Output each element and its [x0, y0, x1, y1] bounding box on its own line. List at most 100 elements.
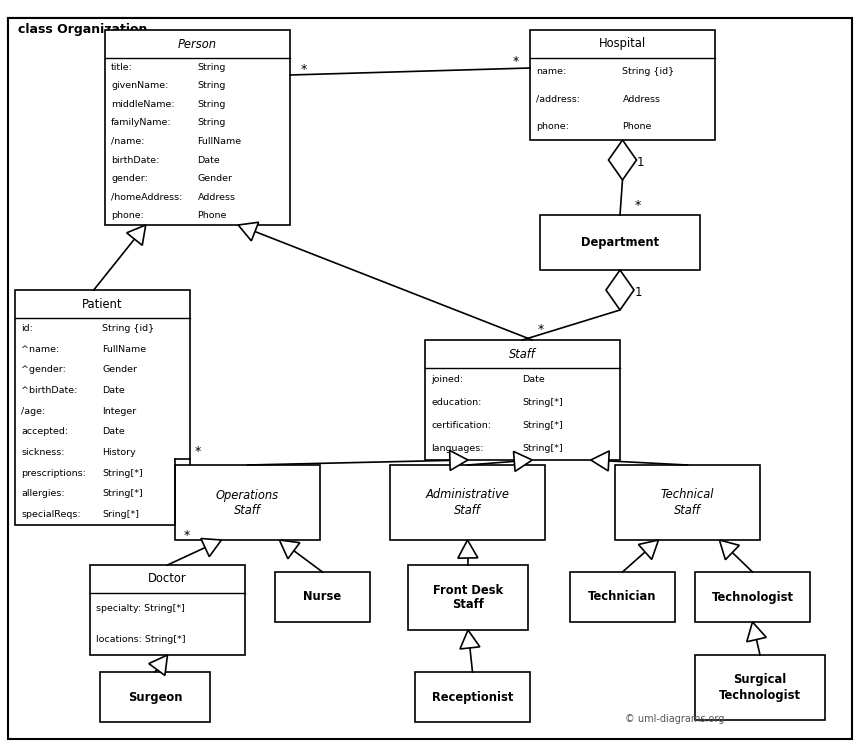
- Text: specialReqs:: specialReqs:: [21, 510, 81, 519]
- Text: Technician: Technician: [588, 590, 657, 604]
- Bar: [390, 465, 545, 540]
- Text: FullName: FullName: [102, 344, 146, 353]
- Text: ^birthDate:: ^birthDate:: [21, 386, 77, 395]
- Text: name:: name:: [536, 67, 566, 76]
- Text: accepted:: accepted:: [21, 427, 68, 436]
- Bar: [695, 572, 810, 622]
- Bar: [105, 30, 290, 225]
- Text: Person: Person: [178, 37, 217, 51]
- Text: /name:: /name:: [111, 137, 144, 146]
- Text: *: *: [538, 323, 544, 336]
- Text: *: *: [301, 63, 307, 75]
- Polygon shape: [458, 540, 478, 558]
- Text: Phone: Phone: [623, 122, 652, 131]
- Text: locations: String[*]: locations: String[*]: [96, 635, 186, 644]
- Bar: [15, 290, 190, 525]
- Text: id:: id:: [21, 324, 33, 333]
- Text: Address: Address: [623, 95, 660, 104]
- Text: FullName: FullName: [198, 137, 242, 146]
- Polygon shape: [149, 655, 168, 675]
- Text: *: *: [184, 528, 190, 542]
- Text: class Organization: class Organization: [18, 23, 147, 37]
- Text: String {id}: String {id}: [623, 67, 674, 76]
- Bar: [425, 340, 620, 460]
- Polygon shape: [609, 140, 636, 180]
- Text: © uml-diagrams.org: © uml-diagrams.org: [625, 714, 724, 724]
- Text: phone:: phone:: [536, 122, 568, 131]
- Text: Receptionist: Receptionist: [432, 690, 513, 704]
- Polygon shape: [280, 540, 300, 559]
- Polygon shape: [460, 630, 480, 649]
- Text: sickness:: sickness:: [21, 448, 64, 457]
- Bar: [175, 465, 320, 540]
- Text: ^name:: ^name:: [21, 344, 59, 353]
- Polygon shape: [720, 540, 740, 560]
- Polygon shape: [450, 450, 468, 471]
- Text: joined:: joined:: [431, 375, 464, 384]
- Bar: [415, 672, 530, 722]
- Text: phone:: phone:: [111, 211, 144, 220]
- Text: Surgical
Technologist: Surgical Technologist: [719, 674, 801, 701]
- Text: *: *: [513, 55, 519, 69]
- Text: prescriptions:: prescriptions:: [21, 469, 86, 478]
- Text: /age:: /age:: [21, 406, 46, 415]
- Polygon shape: [8, 18, 158, 40]
- Text: ^gender:: ^gender:: [21, 365, 66, 374]
- Text: Doctor: Doctor: [148, 572, 187, 586]
- Text: languages:: languages:: [431, 444, 483, 453]
- Text: String[*]: String[*]: [523, 398, 563, 407]
- Text: /homeAddress:: /homeAddress:: [111, 193, 182, 202]
- Text: familyName:: familyName:: [111, 119, 172, 128]
- Text: Gender: Gender: [198, 174, 232, 183]
- Bar: [275, 572, 370, 622]
- Text: Administrative
Staff: Administrative Staff: [426, 489, 509, 516]
- Bar: [530, 30, 715, 140]
- Text: Operations
Staff: Operations Staff: [216, 489, 279, 516]
- Text: specialty: String[*]: specialty: String[*]: [96, 604, 185, 613]
- Text: Date: Date: [198, 155, 220, 164]
- Bar: [100, 672, 210, 722]
- Text: Sring[*]: Sring[*]: [102, 510, 139, 519]
- Text: Front Desk
Staff: Front Desk Staff: [433, 583, 503, 612]
- Bar: [90, 565, 245, 655]
- Bar: [570, 572, 675, 622]
- Text: 1: 1: [636, 155, 644, 169]
- Text: Surgeon: Surgeon: [128, 690, 182, 704]
- Text: Technologist: Technologist: [711, 590, 794, 604]
- Polygon shape: [638, 540, 659, 560]
- Text: Address: Address: [198, 193, 236, 202]
- Text: Integer: Integer: [102, 406, 137, 415]
- Text: Date: Date: [523, 375, 545, 384]
- Text: String: String: [198, 63, 226, 72]
- Text: Patient: Patient: [83, 297, 123, 311]
- Polygon shape: [606, 270, 634, 310]
- Text: /address:: /address:: [536, 95, 580, 104]
- Text: education:: education:: [431, 398, 482, 407]
- Polygon shape: [591, 451, 609, 471]
- Polygon shape: [126, 225, 145, 245]
- Text: birthDate:: birthDate:: [111, 155, 159, 164]
- Text: Staff: Staff: [509, 347, 536, 361]
- Text: String[*]: String[*]: [102, 469, 144, 478]
- Text: *: *: [195, 444, 201, 458]
- Bar: [695, 655, 825, 720]
- Polygon shape: [746, 622, 766, 642]
- Text: middleName:: middleName:: [111, 100, 175, 109]
- Text: Department: Department: [581, 236, 659, 249]
- Text: String[*]: String[*]: [523, 421, 563, 430]
- Text: certification:: certification:: [431, 421, 491, 430]
- Text: *: *: [635, 199, 641, 211]
- Text: gender:: gender:: [111, 174, 148, 183]
- Text: Gender: Gender: [102, 365, 138, 374]
- Text: History: History: [102, 448, 136, 457]
- Text: String: String: [198, 119, 226, 128]
- Text: String {id}: String {id}: [102, 324, 155, 333]
- Text: Hospital: Hospital: [599, 37, 646, 51]
- Text: String: String: [198, 100, 226, 109]
- Text: String[*]: String[*]: [102, 489, 144, 498]
- Bar: [540, 215, 700, 270]
- Polygon shape: [238, 223, 259, 241]
- Text: allergies:: allergies:: [21, 489, 64, 498]
- Text: String: String: [198, 81, 226, 90]
- Text: title:: title:: [111, 63, 133, 72]
